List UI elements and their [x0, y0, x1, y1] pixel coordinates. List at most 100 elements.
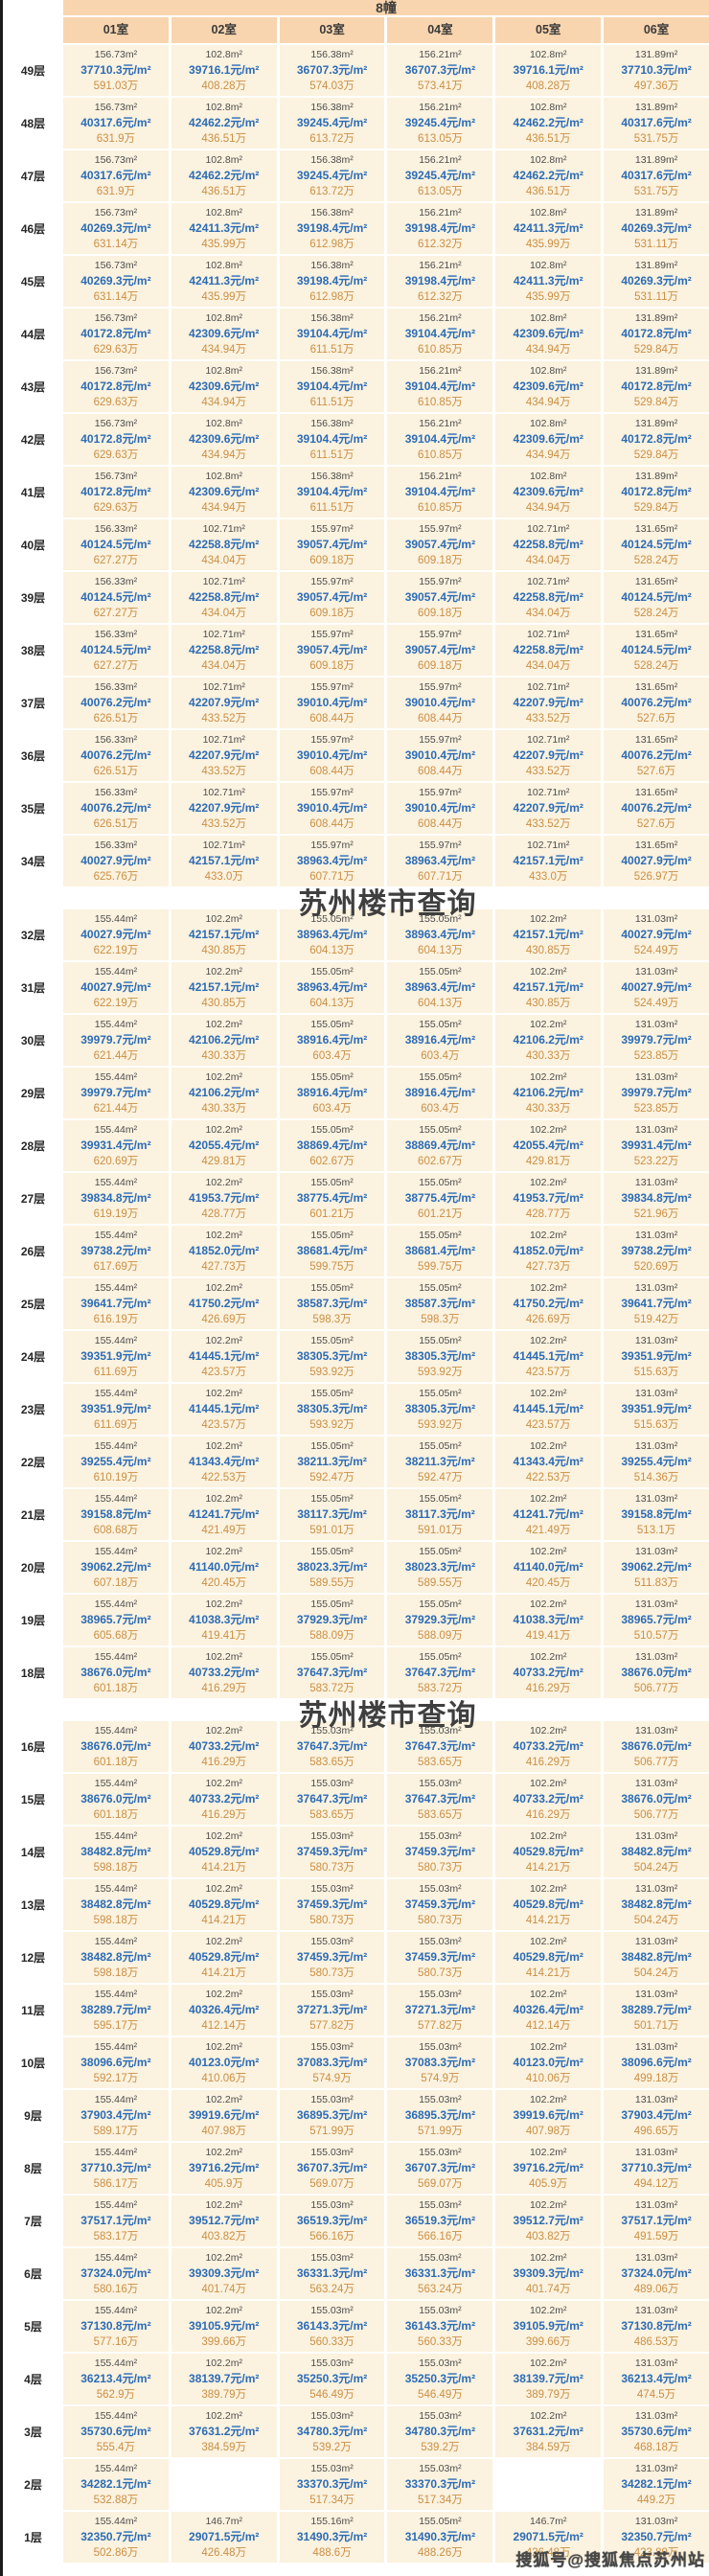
unit-price-per-sqm: 40172.8元/m²	[621, 432, 692, 446]
unit-total-price: 426.48万	[201, 2547, 247, 2559]
floor-label: 34层	[20, 855, 46, 868]
table-row: 25层 155.44m² 39641.7元/m² 616.19万 102.2m² 4175…	[3, 1278, 709, 1329]
unit-total-price: 408.28万	[201, 80, 247, 92]
floor-label: 46层	[20, 222, 46, 236]
unit-area: 155.05m²	[419, 1546, 462, 1557]
room-header-01: 01室	[63, 17, 169, 43]
unit-cell: 131.65m² 40124.5元/m² 528.24万	[604, 572, 709, 623]
unit-area: 155.44m²	[94, 2147, 138, 2158]
unit-total-price: 430.85万	[525, 998, 571, 1009]
unit-area: 102.2m²	[529, 2147, 567, 2158]
unit-cell: 155.05m² 38963.4元/m² 604.13万	[279, 909, 385, 960]
unit-area: 155.05m²	[310, 1071, 354, 1083]
unit-area: 102.2m²	[529, 1778, 567, 1789]
unit-area: 155.44m²	[94, 966, 138, 978]
unit-price-per-sqm: 33370.3元/m²	[296, 2477, 368, 2491]
unit-cell: 102.2m² 39309.3元/m² 401.74万	[495, 2248, 602, 2299]
unit-total-price: 529.84万	[633, 502, 679, 514]
unit-price-per-sqm: 40076.2元/m²	[621, 748, 692, 762]
unit-total-price: 629.63万	[93, 397, 139, 408]
unit-area: 102.8m²	[529, 49, 567, 60]
unit-area: 155.03m²	[310, 2305, 354, 2316]
unit-area: 131.65m²	[634, 681, 678, 693]
unit-cell: 155.44m² 38676.0元/m² 601.18万	[63, 1721, 169, 1772]
unit-cell: 102.2m² 42106.2元/m² 430.33万	[495, 1068, 602, 1118]
unit-price-per-sqm: 42309.6元/m²	[513, 327, 583, 340]
unit-cell: 102.8m² 42411.3元/m² 435.99万	[171, 256, 277, 307]
unit-cell: 102.8m² 39716.1元/m² 408.28万	[495, 45, 602, 96]
unit-total-price: 433.52万	[525, 713, 571, 724]
unit-area: 155.03m²	[419, 1883, 462, 1895]
unit-cell: 155.05m² 38916.4元/m² 603.4万	[387, 1015, 493, 1066]
unit-cell: 156.21m² 39198.4元/m² 612.32万	[387, 203, 493, 254]
unit-area: 102.2m²	[529, 1989, 567, 2000]
floor-label: 20层	[20, 1561, 46, 1575]
unit-total-price: 389.79万	[525, 2389, 571, 2401]
unit-price-per-sqm: 39010.4元/m²	[404, 696, 476, 709]
unit-area: 155.97m²	[419, 523, 462, 535]
unit-price-per-sqm: 29071.5元/m²	[513, 2530, 583, 2543]
unit-cell: 155.03m² 36143.3元/m² 560.33万	[387, 2301, 493, 2352]
unit-cell: 155.05m² 38869.4元/m² 602.67万	[279, 1120, 385, 1171]
unit-total-price: 434.94万	[525, 449, 571, 461]
unit-cell: 155.97m² 39057.4元/m² 609.18万	[279, 625, 385, 676]
unit-total-price: 610.19万	[93, 1472, 139, 1484]
unit-total-price: 423.57万	[201, 1419, 247, 1431]
unit-price-per-sqm: 38963.4元/m²	[296, 928, 368, 941]
unit-area: 102.8m²	[529, 471, 567, 482]
unit-area: 155.44m²	[94, 913, 138, 925]
unit-cell: 102.71m² 42258.8元/m² 434.04万	[495, 572, 602, 623]
unit-cell: 156.73m² 40172.8元/m² 629.63万	[63, 414, 169, 465]
unit-price-per-sqm: 39010.4元/m²	[404, 748, 476, 762]
unit-total-price: 622.19万	[93, 945, 139, 956]
unit-cell: 131.03m² 37324.0元/m² 489.06万	[604, 2248, 709, 2299]
unit-cell: 155.03m² 34780.3元/m² 539.2万	[387, 2406, 493, 2457]
unit-total-price: 613.05万	[418, 186, 463, 197]
unit-cell: 102.71m² 42258.8元/m² 434.04万	[171, 625, 277, 676]
unit-total-price: 598.18万	[93, 1915, 139, 1926]
unit-cell: 102.2m² 40733.2元/m² 416.29万	[171, 1647, 277, 1698]
unit-area: 102.2m²	[529, 2094, 567, 2105]
unit-total-price: 601.21万	[418, 1208, 463, 1220]
unit-price-per-sqm: 37631.2元/m²	[189, 2425, 260, 2438]
unit-area: 155.44m²	[94, 2094, 138, 2105]
floor-label: 3层	[24, 2426, 42, 2439]
unit-area: 155.97m²	[310, 576, 354, 587]
unit-price-per-sqm: 42207.9元/m²	[189, 748, 260, 762]
unit-cell: 156.73m² 40269.3元/m² 631.14万	[63, 256, 169, 307]
unit-cell: 102.2m² 39512.7元/m² 403.82万	[495, 2196, 602, 2246]
unit-cell: 102.8m² 42462.2元/m² 436.51万	[171, 150, 277, 201]
unit-cell: 155.97m² 39057.4元/m² 609.18万	[387, 519, 493, 570]
unit-area: 155.03m²	[310, 2410, 354, 2422]
unit-price-per-sqm: 39979.7元/m²	[80, 1033, 151, 1046]
table-row: 7层 155.44m² 37517.1元/m² 583.17万 102.2m² 39512…	[3, 2196, 709, 2246]
unit-cell: 156.21m² 36707.3元/m² 573.41万	[387, 45, 493, 96]
unit-price-per-sqm: 40124.5元/m²	[80, 590, 151, 604]
unit-area: 102.8m²	[205, 49, 242, 60]
unit-area: 156.73m²	[94, 49, 138, 60]
unit-cell: 155.44m² 38482.8元/m² 598.18万	[63, 1932, 169, 1983]
unit-cell-empty	[172, 2459, 277, 2510]
unit-cell: 155.05m² 38023.3元/m² 589.55万	[279, 1542, 385, 1593]
unit-cell: 102.2m² 39512.7元/m² 403.82万	[171, 2196, 277, 2246]
unit-price-per-sqm: 41852.0元/m²	[189, 1244, 260, 1257]
unit-area: 155.03m²	[310, 1936, 354, 1947]
unit-cell: 155.03m² 37647.3元/m² 583.65万	[387, 1721, 493, 1772]
unit-total-price: 580.73万	[309, 1967, 354, 1979]
table-row: 38层 156.33m² 40124.5元/m² 627.27万 102.71m² 422…	[3, 625, 709, 676]
unit-area: 156.38m²	[310, 49, 354, 60]
unit-cell: 156.38m² 39104.4元/m² 611.51万	[279, 309, 385, 359]
unit-cell: 131.03m² 38676.0元/m² 506.77万	[604, 1721, 709, 1772]
unit-price-per-sqm: 38482.8元/m²	[80, 1898, 151, 1911]
floor-label: 35层	[20, 802, 46, 816]
unit-cell: 102.2m² 39105.9元/m² 399.66万	[171, 2301, 277, 2352]
unit-price-per-sqm: 38775.4元/m²	[404, 1191, 476, 1205]
unit-cell: 131.03m² 38096.6元/m² 499.18万	[604, 2037, 709, 2088]
floor-label: 47层	[20, 170, 46, 183]
unit-cell: 131.03m² 34282.1元/m² 449.2万	[604, 2459, 709, 2510]
unit-cell: 155.44m² 39641.7元/m² 616.19万	[63, 1278, 169, 1329]
unit-cell: 131.03m² 37130.8元/m² 486.53万	[604, 2301, 709, 2352]
table-row: 45层 156.73m² 40269.3元/m² 631.14万 102.8m² 4241…	[3, 256, 709, 307]
unit-cell: 146.7m² 29071.5元/m² 426.48万	[171, 2512, 277, 2563]
unit-total-price: 429.81万	[525, 1156, 571, 1167]
